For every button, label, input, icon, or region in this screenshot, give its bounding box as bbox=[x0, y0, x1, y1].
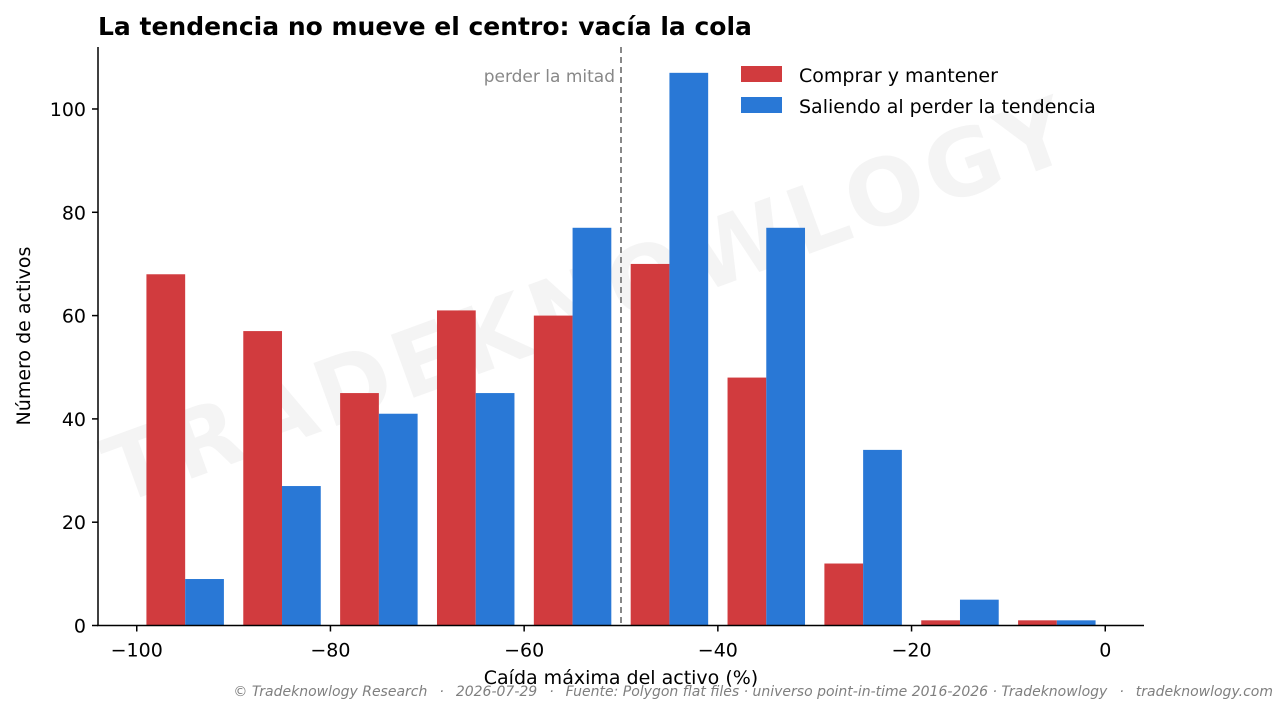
y-tick-label: 0 bbox=[74, 616, 86, 638]
chart-title: La tendencia no mueve el centro: vacía l… bbox=[98, 12, 752, 41]
footer-site: tradeknowlogy.com bbox=[1135, 684, 1273, 700]
legend-label-buy-hold: Comprar y mantener bbox=[799, 65, 998, 87]
y-tick-label: 40 bbox=[62, 409, 86, 431]
footer-separator: · bbox=[1119, 684, 1124, 700]
y-tick-label: 60 bbox=[62, 306, 86, 328]
legend-swatch-buy-hold bbox=[741, 66, 782, 82]
x-tick-label: −40 bbox=[698, 640, 738, 662]
y-tick-label: 100 bbox=[50, 99, 86, 121]
x-tick-label: −80 bbox=[310, 640, 350, 662]
x-tick-label: 0 bbox=[1099, 640, 1111, 662]
bar-trend-exit bbox=[378, 413, 418, 626]
bar-buy-hold bbox=[921, 620, 960, 626]
footer-copyright: © Tradeknowlogy Research bbox=[233, 684, 428, 700]
y-axis-title: Número de activos bbox=[13, 247, 35, 426]
footer-separator: · bbox=[439, 684, 444, 700]
bar-buy-hold bbox=[243, 331, 283, 626]
bar-buy-hold bbox=[340, 393, 379, 626]
bar-trend-exit bbox=[475, 393, 515, 626]
legend-label-trend-exit: Saliendo al perder la tendencia bbox=[799, 96, 1096, 118]
x-tick-label: −60 bbox=[504, 640, 544, 662]
bar-trend-exit bbox=[185, 579, 224, 626]
bar-trend-exit bbox=[766, 227, 806, 626]
bar-trend-exit bbox=[959, 599, 999, 626]
legend: Comprar y mantener Saliendo al perder la… bbox=[741, 65, 1096, 118]
bar-buy-hold bbox=[824, 563, 864, 626]
reference-line-label: perder la mitad bbox=[484, 67, 615, 87]
y-axis-ticks: 0 20 40 60 80 100 bbox=[50, 99, 98, 638]
bar-buy-hold bbox=[630, 263, 670, 626]
legend-swatch-trend-exit bbox=[741, 97, 782, 113]
x-tick-label: −100 bbox=[111, 640, 163, 662]
x-axis-title: Caída máxima del activo (%) bbox=[484, 667, 758, 689]
bar-buy-hold bbox=[727, 377, 767, 626]
bar-buy-hold bbox=[436, 310, 476, 626]
bar-buy-hold bbox=[1018, 620, 1057, 626]
bar-trend-exit bbox=[669, 72, 709, 626]
footer-date: 2026-07-29 bbox=[455, 684, 538, 700]
footer-source: Fuente: Polygon flat files · universo po… bbox=[565, 684, 1108, 700]
bar-trend-exit bbox=[572, 227, 612, 626]
bar-buy-hold bbox=[146, 274, 186, 626]
bars-group bbox=[146, 72, 1096, 626]
x-axis-ticks: −100 −80 −60 −40 −20 0 bbox=[111, 625, 1111, 662]
bar-trend-exit bbox=[1056, 620, 1096, 626]
footer-separator: · bbox=[549, 684, 554, 700]
bar-buy-hold bbox=[533, 315, 573, 626]
footer: © Tradeknowlogy Research · 2026-07-29 · Fuen… bbox=[0, 684, 1273, 700]
y-tick-label: 80 bbox=[62, 202, 86, 224]
bar-trend-exit bbox=[863, 449, 902, 626]
y-tick-label: 20 bbox=[62, 512, 86, 534]
x-tick-label: −20 bbox=[892, 640, 932, 662]
bar-trend-exit bbox=[282, 486, 321, 626]
